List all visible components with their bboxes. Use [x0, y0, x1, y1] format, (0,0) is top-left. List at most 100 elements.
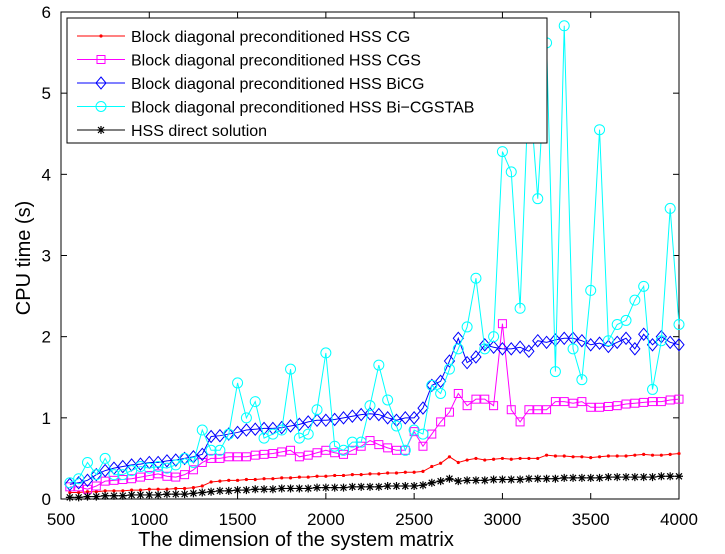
- data-point: [152, 455, 164, 470]
- y-tick-label: 2: [42, 328, 51, 347]
- data-point: [339, 483, 348, 492]
- data-point: [382, 411, 394, 425]
- y-tick-label: 5: [42, 84, 51, 103]
- data-point: [74, 493, 83, 502]
- data-point: [401, 482, 410, 491]
- data-point: [297, 475, 301, 479]
- data-point: [470, 272, 482, 284]
- data-point: [533, 474, 542, 483]
- data-point: [611, 335, 623, 350]
- data-point: [622, 473, 631, 482]
- data-point: [603, 401, 613, 411]
- data-point: [259, 449, 269, 459]
- data-point: [83, 492, 92, 501]
- data-point: [514, 340, 526, 354]
- data-point: [444, 407, 454, 417]
- data-point: [615, 454, 619, 458]
- data-point: [92, 492, 101, 501]
- data-point: [646, 338, 659, 352]
- data-point: [638, 327, 650, 342]
- data-point: [445, 474, 454, 483]
- data-point: [595, 402, 605, 412]
- data-point: [200, 484, 204, 488]
- data-point: [418, 481, 427, 490]
- legend-entry: Block diagonal preconditioned HSS CGS: [77, 53, 421, 70]
- data-point: [533, 405, 543, 415]
- data-point: [341, 473, 346, 478]
- data-point: [664, 335, 676, 350]
- data-point: [187, 456, 199, 468]
- data-point: [523, 344, 535, 359]
- axis-ticks: 500 1000 1500 2000 2500 3000 3500 4000 0 1 2 3 4 5 6: [42, 3, 698, 529]
- data-point: [191, 486, 196, 490]
- y-axis-label: CPU time (s): [13, 201, 35, 315]
- data-point: [577, 397, 587, 407]
- data-point: [443, 363, 455, 375]
- y-tick-label: 0: [42, 490, 51, 509]
- data-point: [118, 475, 128, 485]
- data-point: [507, 475, 516, 484]
- data-point: [223, 427, 235, 441]
- data-point: [188, 465, 198, 475]
- data-point: [130, 488, 134, 492]
- data-point: [284, 419, 297, 433]
- data-point: [461, 321, 473, 333]
- data-point: [665, 395, 675, 405]
- data-point: [604, 473, 613, 482]
- data-point: [549, 333, 562, 347]
- data-point: [452, 343, 464, 355]
- data-point: [165, 487, 169, 491]
- data-point: [453, 388, 463, 398]
- data-point: [103, 489, 107, 493]
- data-point: [536, 456, 540, 461]
- data-point: [630, 398, 640, 408]
- data-point: [436, 417, 446, 427]
- data-point: [586, 402, 596, 412]
- data-point: [585, 338, 597, 352]
- data-point: [235, 478, 240, 482]
- data-point: [154, 490, 163, 499]
- data-point: [348, 482, 357, 491]
- data-point: [96, 55, 106, 64]
- data-point: [629, 342, 641, 356]
- data-point: [496, 146, 508, 158]
- data-point: [674, 394, 684, 404]
- data-point: [392, 482, 401, 491]
- data-point: [214, 428, 226, 443]
- data-point: [162, 490, 171, 499]
- data-point: [417, 428, 429, 440]
- data-point: [262, 477, 266, 481]
- data-point: [267, 428, 279, 440]
- data-point: [153, 469, 163, 479]
- data-point: [355, 436, 367, 448]
- data-point: [364, 400, 376, 412]
- series-1: [65, 319, 684, 494]
- data-point: [136, 490, 145, 499]
- data-point: [180, 470, 190, 480]
- data-point: [443, 354, 456, 368]
- data-point: [558, 331, 570, 346]
- data-point: [471, 476, 480, 485]
- data-point: [350, 473, 354, 477]
- data-point: [324, 474, 328, 478]
- x-tick-label: 3500: [572, 510, 610, 529]
- data-point: [271, 477, 275, 481]
- data-point: [621, 399, 631, 409]
- legend-entry: Block diagonal preconditioned HSS BiCG: [77, 76, 425, 93]
- data-point: [162, 471, 172, 481]
- data-point: [470, 350, 482, 364]
- legend-entry: HSS direct solution: [77, 123, 267, 140]
- data-point: [471, 394, 481, 404]
- data-point: [377, 472, 381, 476]
- data-point: [630, 473, 639, 482]
- data-point: [497, 319, 507, 329]
- data-point: [647, 383, 659, 395]
- data-point: [337, 411, 350, 425]
- data-point: [144, 470, 154, 480]
- data-point: [524, 474, 533, 483]
- data-point: [544, 453, 549, 457]
- data-point: [595, 473, 604, 482]
- data-point: [231, 425, 244, 440]
- data-point: [276, 424, 288, 436]
- data-point: [496, 342, 509, 356]
